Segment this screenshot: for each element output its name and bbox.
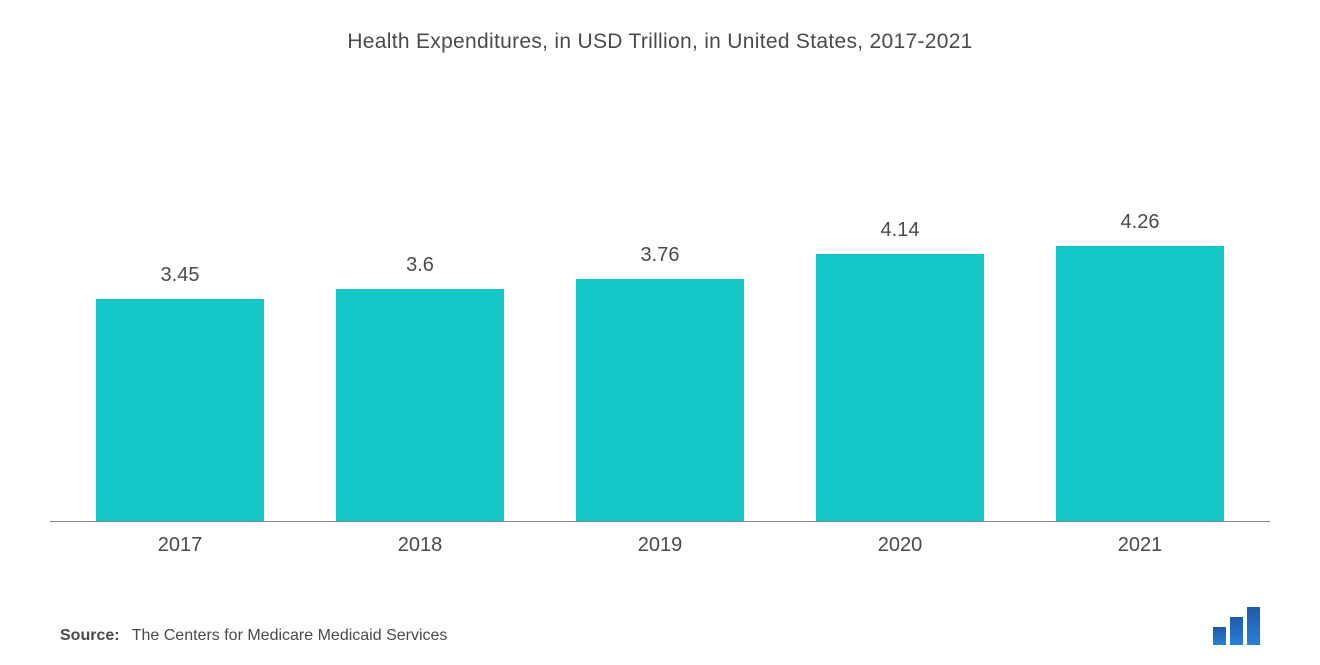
bar-value-4: 4.26	[1121, 211, 1160, 234]
x-label-1: 2018	[312, 534, 528, 557]
chart-title: Health Expenditures, in USD Trillion, in…	[50, 30, 1270, 54]
logo-bar-1	[1213, 627, 1226, 645]
x-label-0: 2017	[72, 534, 288, 557]
bar-group-0: 3.45	[72, 264, 288, 521]
x-axis-labels: 2017 2018 2019 2020 2021	[50, 522, 1270, 557]
bar-1	[336, 289, 504, 521]
source-label: Source:	[60, 627, 120, 644]
bar-value-2: 3.76	[641, 244, 680, 267]
x-label-3: 2020	[792, 534, 1008, 557]
bar-group-3: 4.14	[792, 219, 1008, 521]
source-attribution: Source: The Centers for Medicare Medicai…	[60, 627, 447, 645]
chart-area: 3.45 3.6 3.76 4.14 4.26 2017 2018	[50, 114, 1270, 557]
bar-value-1: 3.6	[406, 254, 434, 277]
bar-0	[96, 299, 264, 521]
bar-group-2: 3.76	[552, 244, 768, 521]
bar-group-1: 3.6	[312, 254, 528, 521]
bar-2	[576, 279, 744, 521]
brand-logo-icon	[1213, 607, 1260, 645]
logo-bar-3	[1247, 607, 1260, 645]
logo-bar-2	[1230, 617, 1243, 645]
chart-container: Health Expenditures, in USD Trillion, in…	[0, 0, 1320, 665]
bars-container: 3.45 3.6 3.76 4.14 4.26	[50, 114, 1270, 522]
bar-value-3: 4.14	[881, 219, 920, 242]
x-label-4: 2021	[1032, 534, 1248, 557]
x-label-2: 2019	[552, 534, 768, 557]
chart-footer: Source: The Centers for Medicare Medicai…	[50, 607, 1270, 645]
bar-4	[1056, 246, 1224, 521]
bar-group-4: 4.26	[1032, 211, 1248, 521]
bar-3	[816, 254, 984, 521]
bar-value-0: 3.45	[161, 264, 200, 287]
source-text: The Centers for Medicare Medicaid Servic…	[132, 627, 448, 644]
